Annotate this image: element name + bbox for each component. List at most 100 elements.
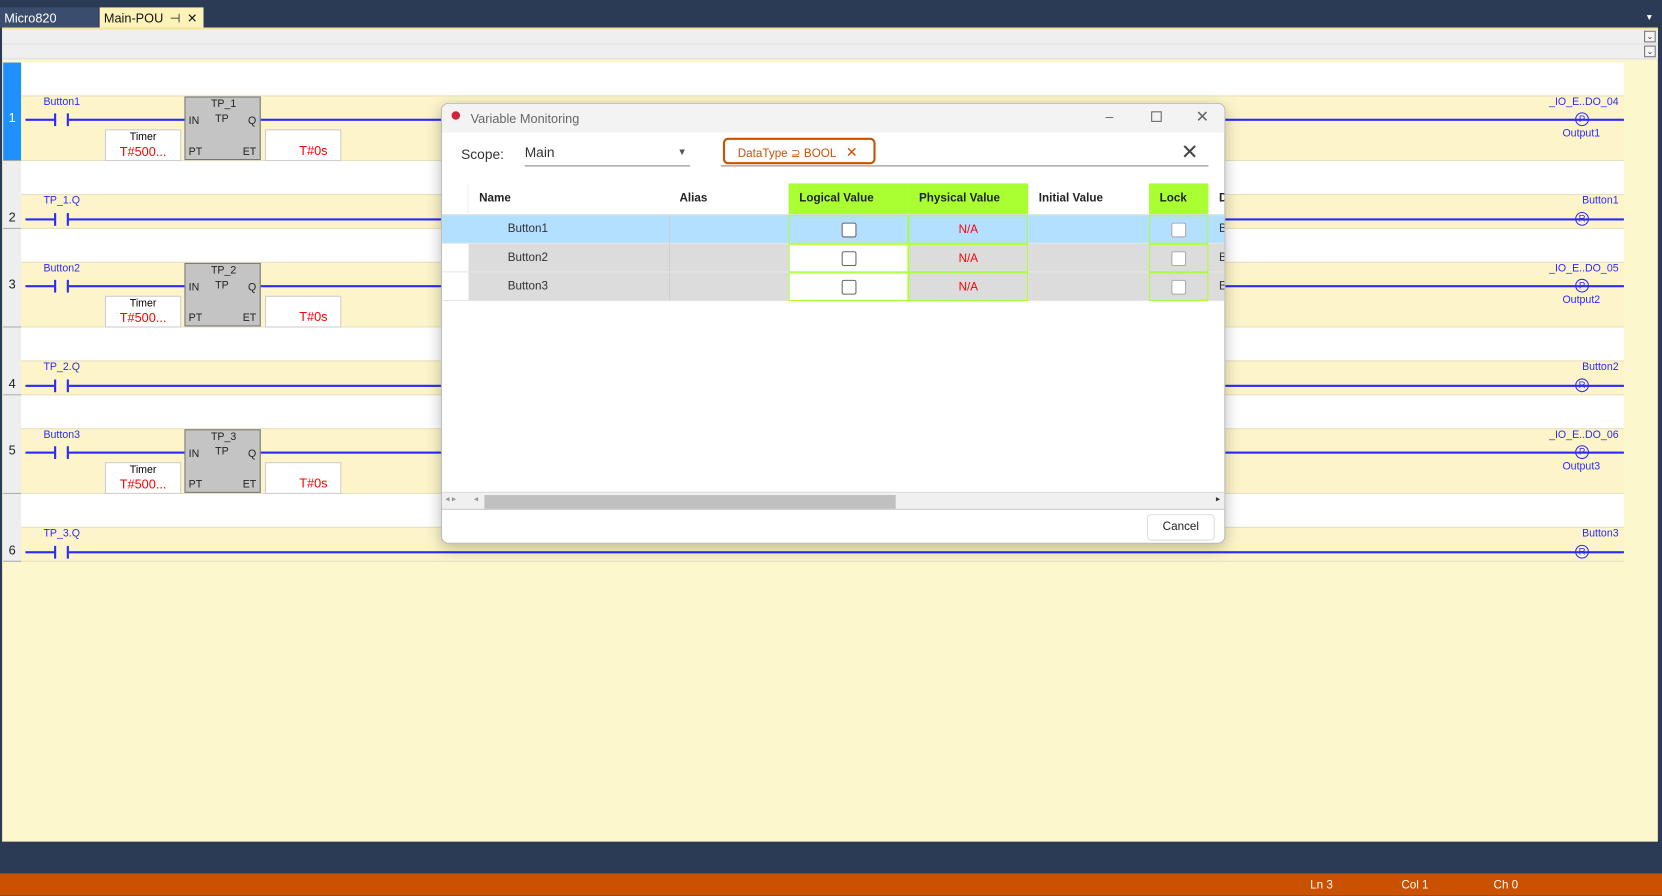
logical-value-checkbox[interactable] — [841, 222, 857, 238]
coil-label: _IO_E..DO_05 — [1549, 262, 1619, 275]
scroll-left-icon[interactable]: ◂ ▸ — [445, 493, 457, 504]
cell-initial-value[interactable] — [1028, 215, 1150, 244]
lock-checkbox[interactable] — [1171, 279, 1187, 295]
logical-value-checkbox[interactable] — [841, 251, 857, 267]
contact-icon[interactable] — [54, 113, 69, 127]
minimize-icon[interactable]: – — [1105, 108, 1114, 125]
remove-filter-icon[interactable]: ✕ — [845, 144, 858, 161]
et-value-box[interactable]: T#0s — [265, 295, 342, 328]
rung-number[interactable]: 6 — [3, 493, 22, 562]
coil-icon[interactable]: R — [1575, 378, 1589, 393]
app-icon — [451, 111, 461, 120]
tab-label: Main-POU — [103, 10, 164, 26]
cell-initial-value[interactable] — [1028, 272, 1150, 302]
filter-chip-label: DataType ⊇ BOOL — [737, 147, 837, 161]
scope-value: Main — [524, 144, 555, 161]
function-block-tp_1[interactable]: TP_1 TP IN Q PT ET — [184, 96, 261, 161]
chevron-down-icon[interactable]: ⌄ — [1644, 30, 1656, 43]
cell-lock[interactable] — [1149, 215, 1209, 244]
coil-label: Button3 — [1582, 527, 1619, 540]
lock-checkbox[interactable] — [1171, 251, 1187, 267]
coil-icon[interactable]: P — [1575, 445, 1589, 459]
pt-value: T#500... — [119, 310, 167, 326]
coil-icon[interactable]: P — [1575, 278, 1589, 293]
filter-chip[interactable]: DataType ⊇ BOOL ✕ — [722, 137, 876, 165]
scope-dropdown[interactable]: Main ▼ — [524, 139, 691, 167]
contact-icon[interactable] — [54, 446, 69, 459]
rung-number[interactable]: 5 — [3, 395, 22, 494]
pin-pt: PT — [188, 479, 203, 491]
scroll-right-icon[interactable]: ▸ — [1215, 493, 1221, 504]
coil-icon[interactable]: R — [1575, 211, 1589, 226]
block-type: TP — [215, 446, 229, 458]
cell-alias[interactable] — [668, 215, 789, 244]
cell-initial-value[interactable] — [1028, 243, 1150, 273]
filter-input[interactable] — [720, 165, 1209, 167]
close-icon[interactable]: ✕ — [1195, 108, 1210, 127]
pt-value-box[interactable]: Timer T#500... — [104, 295, 182, 328]
column-header-initial-value[interactable]: Initial Value — [1028, 183, 1150, 216]
cell-logical-value[interactable] — [788, 243, 909, 273]
cell-lock[interactable] — [1149, 272, 1209, 302]
logical-value-checkbox[interactable] — [841, 279, 857, 295]
rung-number[interactable]: 2 — [3, 161, 22, 229]
scroll-left-icon[interactable]: ◂ — [473, 493, 479, 504]
column-indicator: Col 1 — [1401, 878, 1429, 892]
column-header-d[interactable]: D — [1208, 183, 1225, 216]
dialog-title-bar[interactable]: Variable Monitoring – ✕ — [442, 103, 1225, 133]
column-header-physical-value[interactable]: Physical Value — [908, 183, 1029, 216]
pt-value: T#500... — [119, 144, 167, 159]
coil-icon[interactable]: R — [1575, 544, 1589, 559]
scrollbar-thumb[interactable] — [484, 495, 896, 509]
rung-number[interactable]: 1 — [3, 62, 22, 162]
cell-alias[interactable] — [668, 243, 789, 273]
contact-icon[interactable] — [54, 279, 69, 293]
coil-icon[interactable]: P — [1575, 112, 1589, 127]
cell-alias[interactable] — [668, 272, 789, 302]
row-header[interactable] — [442, 272, 469, 302]
pt-label: Timer — [129, 297, 157, 310]
rung-number[interactable]: 3 — [3, 228, 22, 328]
rung-number[interactable]: 4 — [3, 327, 22, 396]
close-tab-icon[interactable]: ✕ — [187, 10, 198, 26]
tab-overflow-icon[interactable]: ▼ — [1645, 12, 1654, 23]
column-header-alias[interactable]: Alias — [668, 183, 789, 216]
cell-logical-value[interactable] — [788, 215, 909, 244]
et-value-box[interactable]: T#0s — [265, 129, 342, 162]
clear-filter-icon[interactable]: ✕ — [1180, 140, 1199, 165]
pt-value-box[interactable]: Timer T#500... — [104, 462, 182, 494]
cancel-button[interactable]: Cancel — [1146, 514, 1215, 541]
cell-logical-value[interactable] — [788, 272, 909, 302]
row-header[interactable] — [442, 243, 469, 273]
chevron-down-icon[interactable]: ⌄ — [1644, 45, 1656, 58]
cell-datatype: B — [1208, 215, 1225, 244]
pin-et: ET — [242, 312, 257, 325]
column-header-lock[interactable]: Lock — [1149, 183, 1209, 216]
cell-name[interactable]: Button2 — [468, 243, 669, 273]
tab-micro820[interactable]: Micro820 — [0, 7, 99, 28]
et-value-box[interactable]: T#0s — [265, 462, 342, 494]
function-block-tp_3[interactable]: TP_3 TP IN Q PT ET — [184, 429, 261, 493]
contact-icon[interactable] — [54, 545, 69, 559]
cell-name[interactable]: Button3 — [468, 272, 669, 302]
pt-value-box[interactable]: Timer T#500... — [104, 129, 182, 162]
cell-lock[interactable] — [1149, 243, 1209, 273]
cell-name[interactable]: Button1 — [468, 215, 669, 244]
maximize-icon[interactable] — [1151, 111, 1162, 122]
row-header[interactable] — [442, 215, 469, 244]
lock-checkbox[interactable] — [1171, 222, 1187, 238]
contact-label: Button2 — [43, 262, 81, 275]
cell-physical-value: N/A — [908, 243, 1029, 273]
horizontal-scrollbar[interactable]: ◂ ▸ ◂ ▸ — [442, 491, 1225, 510]
column-header-name[interactable]: Name — [468, 183, 669, 216]
function-block-tp_2[interactable]: TP_2 TP IN Q PT ET — [184, 262, 261, 327]
cell-physical-value: N/A — [908, 272, 1029, 302]
tab-main-pou[interactable]: Main-POU ⊣ ✕ — [99, 7, 204, 28]
block-type: TP — [215, 279, 229, 292]
coil-label: Button1 — [1582, 195, 1619, 207]
column-header-logical-value[interactable]: Logical Value — [788, 183, 909, 216]
contact-icon[interactable] — [54, 379, 69, 393]
pin-icon[interactable]: ⊣ — [169, 10, 181, 26]
cell-datatype: B — [1208, 243, 1225, 273]
contact-icon[interactable] — [54, 213, 69, 226]
